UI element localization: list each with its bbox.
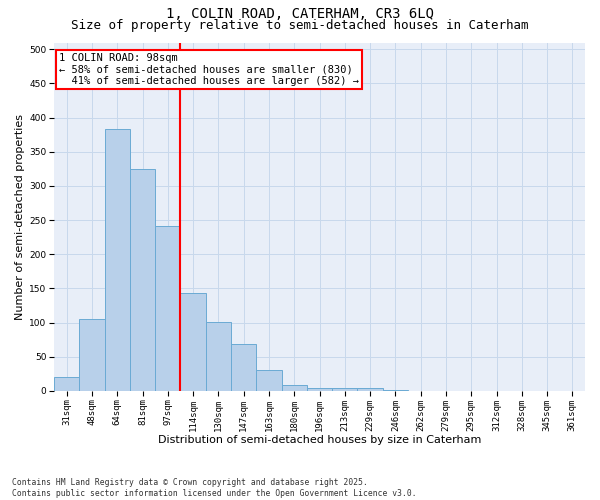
Bar — [281, 386, 307, 391]
Bar — [383, 390, 408, 391]
Text: Size of property relative to semi-detached houses in Caterham: Size of property relative to semi-detach… — [71, 19, 529, 32]
Bar — [332, 388, 358, 391]
Bar — [54, 376, 79, 391]
X-axis label: Distribution of semi-detached houses by size in Caterham: Distribution of semi-detached houses by … — [158, 435, 481, 445]
Bar — [181, 292, 206, 391]
Bar — [307, 388, 332, 391]
Bar — [155, 226, 181, 391]
Bar — [206, 322, 231, 391]
Text: Contains HM Land Registry data © Crown copyright and database right 2025.
Contai: Contains HM Land Registry data © Crown c… — [12, 478, 416, 498]
Text: 1 COLIN ROAD: 98sqm
← 58% of semi-detached houses are smaller (830)
  41% of sem: 1 COLIN ROAD: 98sqm ← 58% of semi-detach… — [59, 53, 359, 86]
Y-axis label: Number of semi-detached properties: Number of semi-detached properties — [15, 114, 25, 320]
Bar — [104, 130, 130, 391]
Text: 1, COLIN ROAD, CATERHAM, CR3 6LQ: 1, COLIN ROAD, CATERHAM, CR3 6LQ — [166, 8, 434, 22]
Bar — [358, 388, 383, 391]
Bar — [79, 318, 104, 391]
Bar — [256, 370, 281, 391]
Bar — [130, 169, 155, 391]
Bar — [231, 344, 256, 391]
